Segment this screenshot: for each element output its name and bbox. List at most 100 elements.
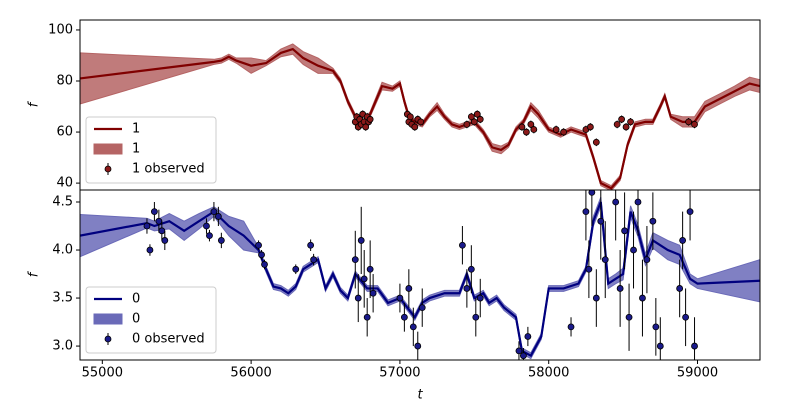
plot-area xyxy=(80,43,760,190)
y-tick-label: 4.0 xyxy=(52,243,73,258)
observed-point xyxy=(261,261,268,268)
observed-point xyxy=(679,237,687,244)
observed-point xyxy=(527,120,535,128)
observed-point xyxy=(552,126,560,133)
observed-point xyxy=(643,256,651,264)
plot-area xyxy=(80,190,760,360)
observed-point xyxy=(351,256,359,264)
observed-point xyxy=(357,237,365,244)
observed-point xyxy=(146,246,154,254)
observed-point xyxy=(612,198,620,206)
observed-point xyxy=(560,128,567,136)
observed-point xyxy=(255,241,262,249)
legend-label: 0 observed xyxy=(132,332,205,347)
observed-point xyxy=(520,352,527,360)
axes-frame xyxy=(79,189,761,361)
y-tick-label: 40 xyxy=(56,176,73,191)
observed-point xyxy=(622,123,630,131)
observed-point xyxy=(522,128,530,136)
observed-point xyxy=(676,285,684,292)
observed-point xyxy=(467,265,475,273)
x-tick-label: 59000 xyxy=(677,366,718,381)
observed-point xyxy=(360,275,368,283)
legend-label: 1 xyxy=(132,122,140,137)
observed-point xyxy=(366,115,374,123)
legend-band xyxy=(93,313,123,325)
observed-point xyxy=(682,313,690,321)
legend-label: 1 xyxy=(132,142,140,157)
fit-line xyxy=(80,47,760,190)
observed-point xyxy=(143,222,151,230)
legend-label: 0 xyxy=(132,312,140,327)
observed-point xyxy=(476,294,484,302)
observed-point xyxy=(518,123,526,131)
observed-point xyxy=(467,113,475,121)
legend-point xyxy=(104,165,112,173)
observed-point xyxy=(625,313,633,321)
observed-point xyxy=(630,246,637,254)
y-tick-label: 3.5 xyxy=(52,291,73,306)
observed-point xyxy=(292,265,300,273)
legend-point xyxy=(104,335,112,343)
observed-point xyxy=(307,241,315,249)
observed-point xyxy=(656,342,664,350)
observed-point xyxy=(652,323,660,331)
observed-point xyxy=(592,294,600,302)
observed-point xyxy=(627,118,634,126)
observed-point xyxy=(586,123,594,131)
observed-point xyxy=(400,313,408,321)
observed-point xyxy=(634,198,642,206)
observed-point xyxy=(472,313,480,321)
observed-point xyxy=(411,123,419,131)
observed-point xyxy=(217,237,225,244)
x-tick-label: 56000 xyxy=(230,366,271,381)
observed-point xyxy=(476,115,484,123)
x-axis-label: t xyxy=(417,388,423,400)
observed-point xyxy=(621,227,628,235)
observed-point xyxy=(691,342,698,350)
observed-point xyxy=(463,285,471,292)
x-tick-label: 58000 xyxy=(528,366,569,381)
observed-point xyxy=(214,213,222,220)
observed-point xyxy=(418,304,426,312)
observed-point xyxy=(686,208,694,216)
legend-label: 1 observed xyxy=(132,162,205,177)
observed-point xyxy=(414,342,422,350)
observed-point xyxy=(585,265,593,273)
observed-point xyxy=(588,190,596,196)
observed-point xyxy=(150,208,158,216)
observed-point xyxy=(161,237,169,244)
observed-point xyxy=(530,126,538,133)
observed-point xyxy=(639,294,646,302)
y-tick-label: 4.5 xyxy=(52,195,73,210)
observed-point xyxy=(369,289,377,297)
observed-point xyxy=(210,208,218,216)
observed-point xyxy=(409,323,417,331)
observed-point xyxy=(396,294,404,302)
observed-point xyxy=(155,217,163,225)
observed-point xyxy=(613,120,621,128)
observed-point xyxy=(206,232,213,240)
legend-box xyxy=(85,286,217,354)
observed-point xyxy=(649,217,657,225)
observed-point xyxy=(582,208,590,216)
observed-point xyxy=(362,123,370,131)
y-axis-label: f xyxy=(27,270,42,277)
observed-point xyxy=(417,118,425,126)
legend-box xyxy=(85,116,217,184)
observed-point xyxy=(366,265,374,273)
y-tick-label: 3.0 xyxy=(52,339,73,354)
observed-point xyxy=(691,120,698,128)
observed-point xyxy=(258,251,265,259)
y-tick-label: 100 xyxy=(48,22,73,37)
observed-point xyxy=(618,115,626,123)
observed-point xyxy=(363,313,371,321)
observed-point xyxy=(515,347,523,355)
observed-point xyxy=(310,256,318,264)
observed-point xyxy=(592,138,600,146)
observed-point xyxy=(685,118,692,126)
observed-point xyxy=(354,294,362,302)
observed-point xyxy=(473,110,481,118)
observed-point xyxy=(524,333,532,340)
